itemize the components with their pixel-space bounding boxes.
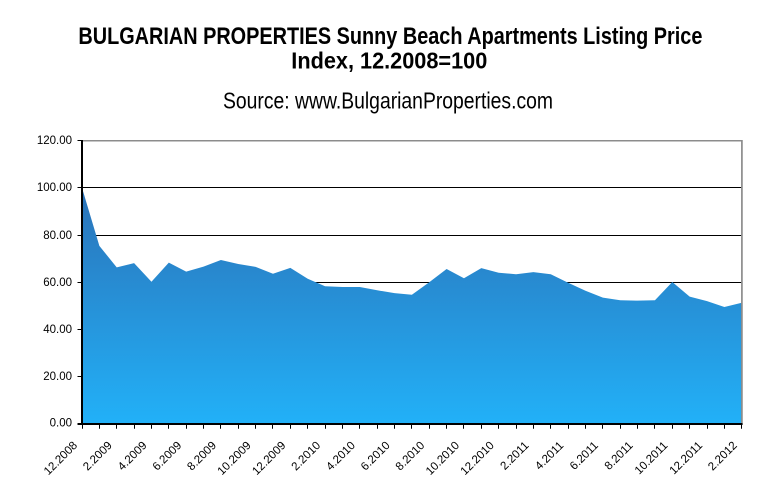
svg-text:Source: www.BulgarianPropertie: Source: www.BulgarianProperties.com — [223, 88, 553, 114]
svg-text:40.00: 40.00 — [43, 324, 72, 336]
svg-text:80.00: 80.00 — [43, 230, 72, 242]
svg-text:Index, 12.2008=100: Index, 12.2008=100 — [291, 47, 487, 73]
svg-text:100.00: 100.00 — [37, 182, 72, 194]
svg-text:60.00: 60.00 — [43, 277, 72, 289]
svg-text:0.00: 0.00 — [50, 418, 72, 430]
svg-text:120.00: 120.00 — [37, 135, 72, 147]
svg-text:BULGARIAN PROPERTIES Sunny Bea: BULGARIAN PROPERTIES Sunny Beach Apartme… — [78, 23, 702, 50]
svg-text:20.00: 20.00 — [43, 371, 72, 383]
